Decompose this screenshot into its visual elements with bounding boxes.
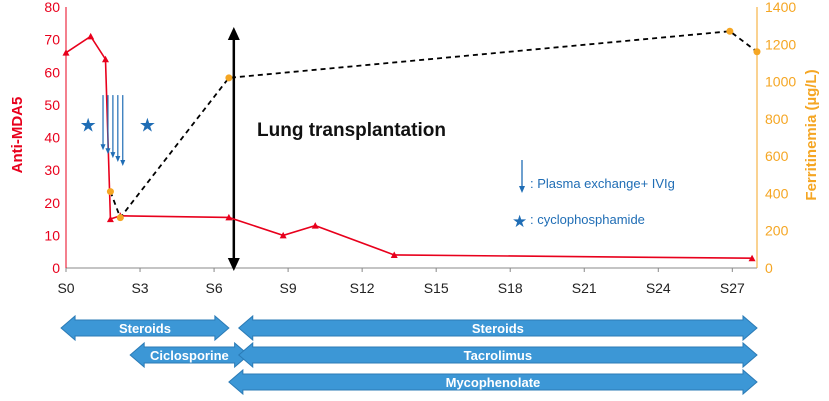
cyclophosphamide-star-icon: ★ [139, 114, 156, 136]
anti-mda5-point [279, 231, 287, 239]
anti-mda5-point [748, 254, 756, 262]
ferritinemia-point [225, 74, 233, 82]
cyclophosphamide-star-icon: ★ [80, 114, 97, 136]
treatment-bar [237, 314, 758, 342]
treatment-bar-label: Mycophenolate [446, 375, 541, 390]
right-tick-label: 800 [765, 111, 789, 127]
left-tick-label: 20 [44, 195, 60, 211]
transplant-label: Lung transplantation [257, 120, 446, 141]
transplant-arrow-down-icon [227, 258, 240, 271]
legend-plasma-exchange-label: : Plasma exchange+ IVIg [530, 176, 675, 191]
legend: : Plasma exchange+ IVIg ★ : cyclophospha… [512, 160, 675, 232]
anti-mda5-point [106, 215, 114, 223]
x-tick-label: S3 [131, 280, 148, 296]
treatment-bar-label: Steroids [119, 321, 171, 336]
plasma-exchange-arrow-head-icon [100, 144, 106, 151]
left-tick-label: 50 [44, 97, 60, 113]
x-tick-label: S6 [206, 280, 223, 296]
left-tick-label: 10 [44, 227, 60, 243]
left-tick-label: 70 [44, 32, 60, 48]
anti-mda5-point [101, 55, 109, 63]
treatment-bar [60, 314, 230, 342]
right-tick-label: 1200 [765, 36, 796, 52]
ferritinemia-point [726, 27, 734, 35]
right-tick-label: 200 [765, 223, 789, 239]
anti-mda5-point [62, 49, 70, 56]
treatment-bars: Steroids Steroids Ciclosporine Tacrolimus My… [60, 314, 758, 396]
cyclophosphamide-stars: ★ ★ [80, 114, 156, 136]
anti-mda5-line [65, 35, 753, 260]
series-layer [62, 27, 761, 262]
x-tick-label: S9 [280, 280, 297, 296]
x-tick-label: S0 [57, 280, 74, 296]
plasma-exchange-arrow-head-icon [105, 148, 111, 155]
right-tick-label: 600 [765, 148, 789, 164]
transplant-marker [227, 27, 240, 271]
left-axis-title: Anti-MDA5 [9, 97, 26, 174]
anti-mda5-point [87, 32, 95, 40]
treatment-bar-label: Tacrolimus [464, 348, 532, 363]
left-tick-label: 40 [44, 130, 60, 146]
x-tick-label: S24 [646, 280, 671, 296]
left-tick-labels: 0 10 20 30 40 50 60 70 80 [44, 0, 60, 276]
left-tick-label: 60 [44, 64, 60, 80]
x-tick-labels: S0 S3 S6 S9 S12 S15 S18 S21 S24 S27 [57, 268, 745, 296]
left-tick-label: 30 [44, 162, 60, 178]
right-tick-labels: 0 200 400 600 800 1000 1200 1400 [765, 0, 796, 276]
x-tick-label: S18 [498, 280, 523, 296]
plasma-exchange-arrow-head-icon [110, 152, 116, 159]
x-tick-label: S12 [350, 280, 375, 296]
right-axis-title: Ferritinemia (µg/L) [803, 69, 820, 200]
x-tick-label: S15 [424, 280, 449, 296]
ferritinemia-point [116, 214, 124, 222]
plasma-exchange-arrows [100, 95, 126, 166]
right-tick-label: 1400 [765, 0, 796, 15]
treatment-bar [228, 368, 758, 396]
anti-mda5-point [390, 251, 398, 258]
treatment-bar-label: Ciclosporine [150, 348, 229, 363]
anti-mda5-point [225, 213, 233, 221]
right-tick-label: 1000 [765, 74, 796, 90]
plasma-exchange-arrow-head-icon [115, 156, 121, 163]
ferritinemia-line [109, 30, 758, 220]
plasma-exchange-arrow-head-icon [120, 159, 126, 166]
treatment-bar [237, 341, 758, 369]
legend-cyclophosphamide-label: : cyclophosphamide [530, 212, 645, 227]
anti-mda5-point [311, 222, 319, 229]
x-tick-label: S21 [572, 280, 597, 296]
legend-arrow-head-icon [519, 186, 525, 193]
transplant-arrow-up-icon [227, 27, 240, 40]
ferritinemia-point [106, 188, 114, 196]
left-tick-label: 0 [52, 260, 60, 276]
right-tick-label: 0 [765, 260, 773, 276]
x-tick-label: S27 [720, 280, 745, 296]
treatment-bar-label: Steroids [472, 321, 524, 336]
legend-star-icon: ★ [512, 212, 527, 232]
ferritinemia-point [753, 48, 761, 56]
right-tick-label: 400 [765, 185, 789, 201]
left-tick-label: 80 [44, 0, 60, 15]
